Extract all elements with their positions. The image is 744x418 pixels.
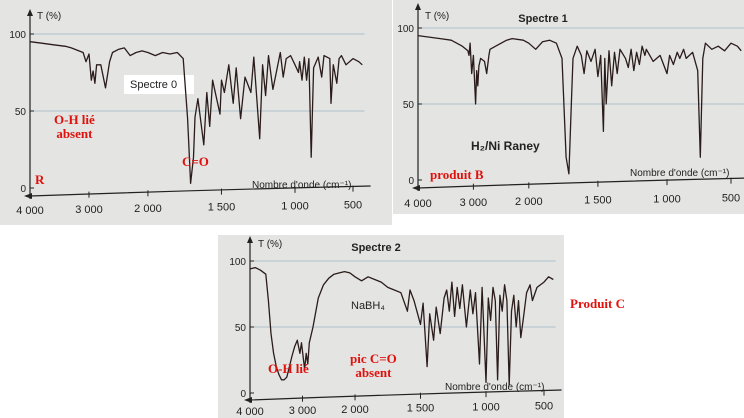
- reactant-r-label: R: [35, 172, 45, 187]
- co-absent-annotation: pic C=O absent: [350, 351, 397, 380]
- x-tick-label: 3 000: [289, 405, 317, 417]
- spectrum-trace: [249, 266, 554, 386]
- x-tick-label: 500: [722, 192, 740, 204]
- reagent-label-group: Spectre 0: [124, 75, 194, 94]
- product-b-label: produit B: [430, 167, 484, 182]
- chart-title: Spectre 1: [518, 13, 568, 25]
- x-tick-label: 3 000: [75, 204, 103, 216]
- x-tick-label: 500: [344, 199, 362, 211]
- x-axis-label: Nombre d'onde (cm⁻¹): [630, 168, 729, 179]
- x-tick-label: 1 000: [653, 193, 681, 205]
- spectrum-2-panel: 100 50 0 4 000 3 000 2 000 1 500 1 000 500 T (%) N…: [218, 235, 564, 418]
- x-axis-label: Nombre d'onde (cm⁻¹): [445, 382, 544, 393]
- x-axis: [249, 389, 562, 401]
- reagent-label-group: NaBH₄: [351, 300, 385, 312]
- reagent-label: NaBH₄: [351, 300, 385, 312]
- spectrum-trace: [417, 34, 742, 175]
- product-c-label: Produit C: [570, 296, 626, 311]
- oh-absent-annotation: O-H lié absent: [54, 112, 95, 141]
- y-tick-label: 50: [15, 107, 27, 118]
- x-tick-label: 2 000: [341, 404, 369, 416]
- y-tick-label: 0: [20, 184, 26, 195]
- y-tick-label: 50: [235, 323, 247, 334]
- reagent-label-box: [124, 75, 194, 94]
- x-tick-label: 1 500: [407, 403, 435, 415]
- y-axis-arrow: [415, 3, 421, 10]
- spectrum-1-panel: 100 50 0 4 000 3 000 2 000 1 500 1 000 500 T (%) N…: [393, 0, 744, 214]
- y-axis-arrow: [247, 236, 253, 243]
- y-tick-label: 0: [240, 389, 246, 400]
- y-tick-label: 100: [229, 257, 246, 268]
- x-tick-label: 1 000: [281, 200, 309, 212]
- x-tick-label: 500: [535, 400, 553, 412]
- oh-bond-annotation: O-H lié: [268, 361, 309, 376]
- y-axis-arrow: [27, 9, 33, 16]
- y-axis-label: T (%): [425, 11, 449, 22]
- x-tick-label: 2 000: [515, 196, 543, 208]
- x-tick-label: 3 000: [460, 197, 488, 209]
- x-axis-label: Nombre d'onde (cm⁻¹): [252, 180, 351, 191]
- x-tick-label: 4 000: [16, 205, 44, 217]
- y-tick-label: 100: [9, 30, 26, 41]
- chart-title: Spectre 2: [351, 242, 401, 254]
- x-tick-label: 4 000: [404, 198, 432, 210]
- x-axis: [29, 185, 371, 197]
- y-axis-label: T (%): [37, 11, 61, 22]
- y-tick-label: 0: [408, 176, 414, 187]
- spectrum-trace: [29, 41, 363, 185]
- x-tick-label: 1 500: [584, 195, 612, 207]
- x-tick-label: 2 000: [134, 203, 162, 215]
- y-axis-label: T (%): [258, 239, 282, 250]
- x-axis: [417, 177, 744, 189]
- reagent-label: H₂/Ni Raney: [471, 139, 540, 153]
- x-tick-label: 1 000: [472, 401, 500, 413]
- y-tick-label: 100: [397, 24, 414, 35]
- x-tick-label: 1 500: [208, 202, 236, 214]
- co-peak-annotation: C=O: [182, 154, 209, 169]
- spectrum-0-panel: 100 50 0 4 000 3 000 2 000 1 500 1 000 500 T (%) N…: [0, 0, 392, 225]
- y-tick-label: 50: [403, 100, 415, 111]
- reagent-label: Spectre 0: [130, 79, 177, 91]
- x-tick-label: 4 000: [236, 406, 264, 418]
- reagent-label-group: H₂/Ni Raney: [471, 139, 540, 153]
